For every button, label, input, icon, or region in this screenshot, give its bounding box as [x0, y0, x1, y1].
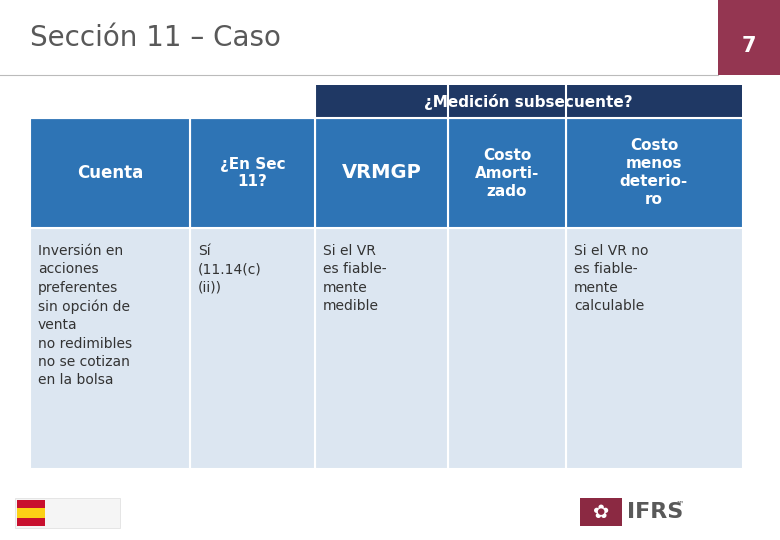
Bar: [315, 118, 448, 228]
Text: Costo
menos
deterio-
ro: Costo menos deterio- ro: [620, 138, 688, 207]
Bar: [448, 228, 566, 468]
Bar: [190, 228, 315, 468]
Text: ✿: ✿: [593, 503, 609, 522]
Text: VRMGP: VRMGP: [342, 164, 421, 183]
Bar: [15, 498, 120, 528]
Bar: [315, 85, 742, 118]
Bar: [30, 118, 190, 228]
Text: Costo
Amorti-
zado: Costo Amorti- zado: [475, 147, 539, 199]
Bar: [448, 118, 566, 228]
Text: Cuenta: Cuenta: [77, 164, 143, 182]
Text: Inversión en
acciones
preferentes
sin opción de
venta
no redimibles
no se cotiza: Inversión en acciones preferentes sin op…: [38, 244, 132, 388]
Bar: [718, 0, 780, 75]
Text: ¿En Sec
11?: ¿En Sec 11?: [220, 157, 285, 190]
Bar: [315, 228, 448, 468]
Bar: [580, 498, 622, 526]
Bar: [17, 500, 45, 526]
Bar: [30, 85, 315, 118]
Text: IFRS: IFRS: [627, 502, 683, 522]
Text: Si el VR no
es fiable-
mente
calculable: Si el VR no es fiable- mente calculable: [574, 244, 648, 313]
Text: ¿Medición subsecuente?: ¿Medición subsecuente?: [424, 93, 633, 110]
Text: 7: 7: [742, 37, 757, 57]
Bar: [190, 118, 315, 228]
Bar: [566, 228, 742, 468]
Bar: [30, 228, 190, 468]
Text: Sección 11 – Caso: Sección 11 – Caso: [30, 24, 281, 52]
Text: Sí
(11.14(c)
(ii)): Sí (11.14(c) (ii)): [198, 244, 262, 295]
Text: ™: ™: [676, 500, 684, 509]
Bar: [17, 508, 45, 518]
Bar: [566, 118, 742, 228]
Text: Si el VR
es fiable-
mente
medible: Si el VR es fiable- mente medible: [323, 244, 387, 313]
